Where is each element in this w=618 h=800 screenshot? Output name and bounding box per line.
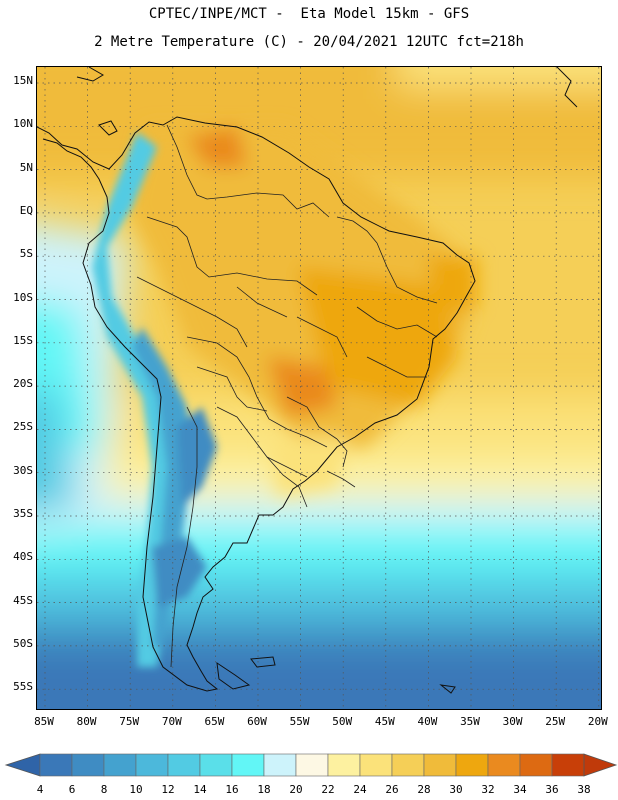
latitude-label: 35S	[13, 507, 33, 520]
latitude-label: 5S	[19, 247, 33, 261]
temperature-map	[37, 67, 601, 709]
colorbar-tick-label: 8	[100, 783, 108, 796]
colorbar-segment	[71, 753, 105, 777]
colorbar-segment	[551, 753, 585, 777]
colorbar-tick-label: 30	[449, 783, 463, 796]
colorbar-segment	[263, 753, 297, 777]
longitude-label: 50W	[332, 715, 353, 728]
colorbar-segment	[231, 753, 265, 777]
longitude-label: 40W	[417, 715, 438, 728]
colorbar-tick-label: 18	[257, 783, 271, 796]
colorbar-segment	[199, 753, 233, 777]
colorbar-tick-label: 34	[513, 783, 527, 796]
longitude-label: 45W	[374, 715, 395, 728]
map-title-line-2: 2 Metre Temperature (C) - 20/04/2021 12U…	[94, 34, 524, 50]
colorbar-tick-label: 26	[385, 783, 399, 796]
colorbar-tick-label: 10	[129, 783, 143, 796]
colorbar-segment	[167, 753, 201, 777]
colorbar-segment	[103, 753, 137, 777]
colorbar-segment	[423, 753, 457, 777]
colorbar-tick-label: 28	[417, 783, 431, 796]
colorbar-tick-label: 12	[161, 783, 175, 796]
map-title-line-1: CPTEC/INPE/MCT - Eta Model 15km - GFS	[148, 6, 470, 22]
colorbar-tick-label: 22	[321, 783, 335, 796]
country-borders	[136, 124, 438, 668]
latitude-label: 25S	[13, 420, 33, 434]
latitude-label: 15N	[13, 74, 33, 87]
colorbar-tick-label: 32	[481, 783, 495, 796]
longitude-label: 70W	[161, 715, 182, 728]
coastline	[37, 67, 578, 694]
colorbar-over-arrow	[583, 753, 618, 777]
latitude-label: 50S	[13, 636, 33, 650]
lat-lon-grid	[37, 67, 601, 709]
colorbar-segment	[359, 753, 393, 777]
colorbar-segment	[519, 753, 553, 777]
latitude-label: 20S	[13, 377, 33, 391]
colorbar-tick-label: 38	[577, 783, 591, 796]
longitude-label: 25W	[545, 715, 566, 728]
longitude-label: 55W	[289, 715, 310, 728]
longitude-label: 35W	[460, 715, 480, 728]
longitude-label: 75W	[119, 715, 140, 728]
colorbar-segment	[295, 753, 329, 777]
colorbar-segment	[487, 753, 521, 777]
colorbar-segment	[135, 753, 169, 777]
colorbar-segment	[327, 753, 361, 777]
longitude-label: 60W	[247, 715, 267, 728]
colorbar-tick-label: 24	[353, 783, 367, 796]
colorbar-segment	[391, 753, 425, 777]
colorbar-segment	[455, 753, 489, 777]
longitude-label: 80W	[76, 715, 97, 728]
colorbar-under-arrow	[4, 753, 41, 777]
longitude-label: 85W	[34, 715, 54, 728]
colorbar-segment	[39, 753, 73, 777]
latitude-label: 45S	[13, 593, 33, 607]
latitude-label: 30S	[13, 463, 33, 477]
colorbar-tick-label: 16	[225, 783, 239, 796]
latitude-label: 10N	[13, 117, 33, 131]
latitude-label: 40S	[13, 550, 33, 564]
map-panel[interactable]	[36, 66, 602, 710]
colorbar	[4, 753, 618, 777]
colorbar-tick-label: 20	[289, 783, 303, 796]
latitude-label: 5N	[19, 160, 33, 174]
colorbar-tick-label: 36	[545, 783, 559, 796]
latitude-label: 55S	[13, 680, 33, 694]
latitude-label: EQ	[19, 203, 33, 217]
colorbar-tick-label: 6	[68, 783, 76, 796]
latitude-label: 15S	[13, 333, 33, 347]
longitude-label: 30W	[502, 715, 523, 728]
colorbar-tick-label: 4	[36, 783, 44, 796]
longitude-label: 65W	[204, 715, 225, 728]
latitude-label: 10S	[13, 290, 33, 304]
longitude-label: 20W	[587, 715, 608, 728]
temperature-field	[37, 67, 601, 709]
colorbar-tick-label: 14	[193, 783, 207, 796]
